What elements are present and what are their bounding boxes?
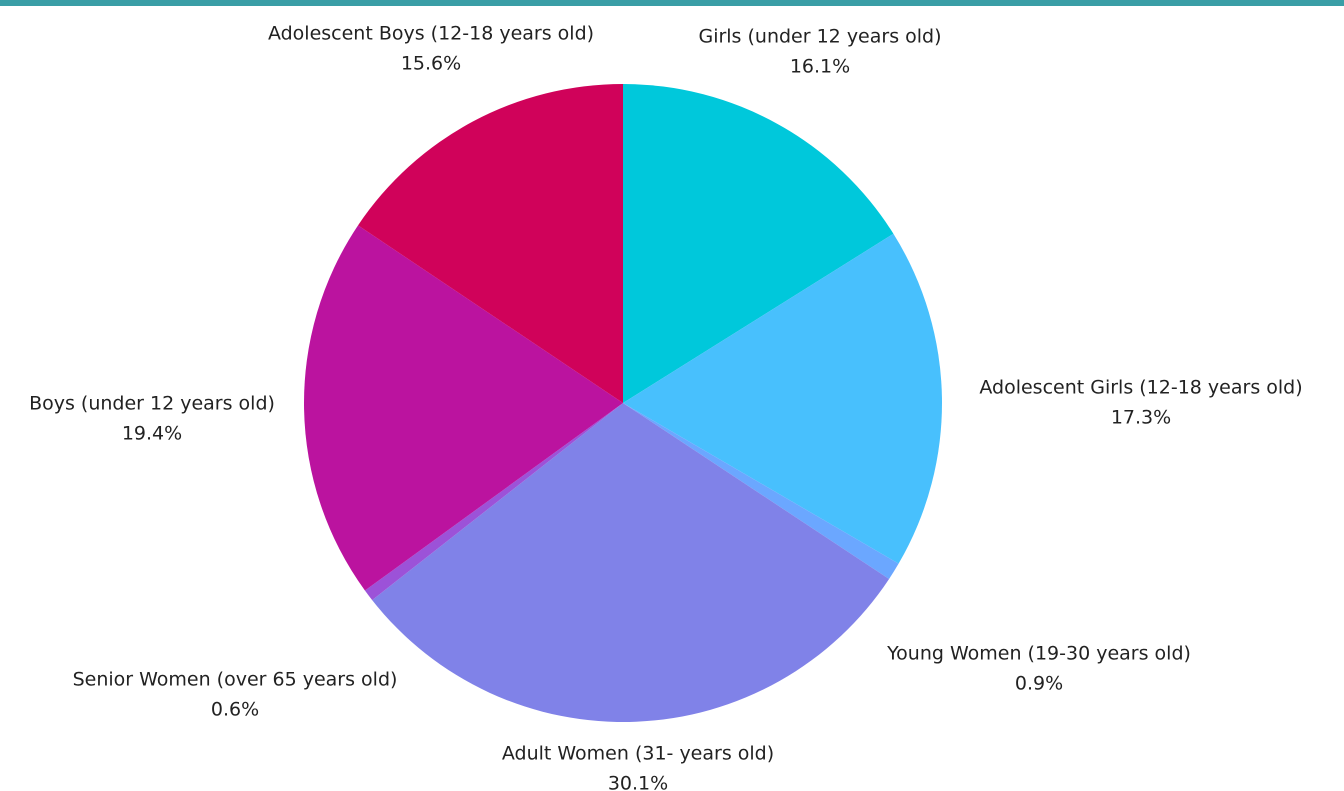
slice-value-young-women-19-30-years-old: 0.9%: [1015, 673, 1063, 695]
slice-label-young-women-19-30-years-old: Young Women (19-30 years old): [886, 643, 1191, 665]
slice-label-senior-women-over-65-years-old: Senior Women (over 65 years old): [73, 669, 398, 691]
slice-value-adult-women-31-years-old: 30.1%: [608, 773, 668, 791]
pie-slice-girls-under-12-years-old: [623, 84, 894, 403]
slice-value-adolescent-boys-12-18-years-old: 15.6%: [401, 53, 461, 75]
slice-value-girls-under-12-years-old: 16.1%: [790, 56, 850, 78]
pie-slice-young-women-19-30-years-old: [623, 403, 899, 579]
slice-value-senior-women-over-65-years-old: 0.6%: [211, 699, 259, 721]
slice-label-adolescent-girls-12-18-years-old: Adolescent Girls (12-18 years old): [979, 377, 1302, 399]
slice-value-boys-under-12-years-old: 19.4%: [122, 423, 182, 445]
slice-label-adolescent-boys-12-18-years-old: Adolescent Boys (12-18 years old): [268, 23, 594, 45]
slice-label-adult-women-31-years-old: Adult Women (31- years old): [502, 743, 774, 765]
slice-value-adolescent-girls-12-18-years-old: 17.3%: [1111, 407, 1171, 429]
pie-slice-boys-under-12-years-old: [304, 225, 623, 591]
pie-slice-adolescent-boys-12-18-years-old: [358, 84, 623, 403]
slice-label-girls-under-12-years-old: Girls (under 12 years old): [698, 26, 941, 48]
pie-labels: Girls (under 12 years old) 16.1% Adolescen…: [29, 23, 1303, 791]
pie-slice-senior-women-over-65-years-old: [364, 403, 623, 601]
slice-label-boys-under-12-years-old: Boys (under 12 years old): [29, 393, 275, 415]
pie-slice-adult-women-31-years-old: [372, 403, 890, 723]
top-accent-bar: [0, 0, 1344, 6]
pie-slice-adolescent-girls-12-18-years-old: [623, 233, 942, 564]
pie-slices: [304, 84, 942, 723]
